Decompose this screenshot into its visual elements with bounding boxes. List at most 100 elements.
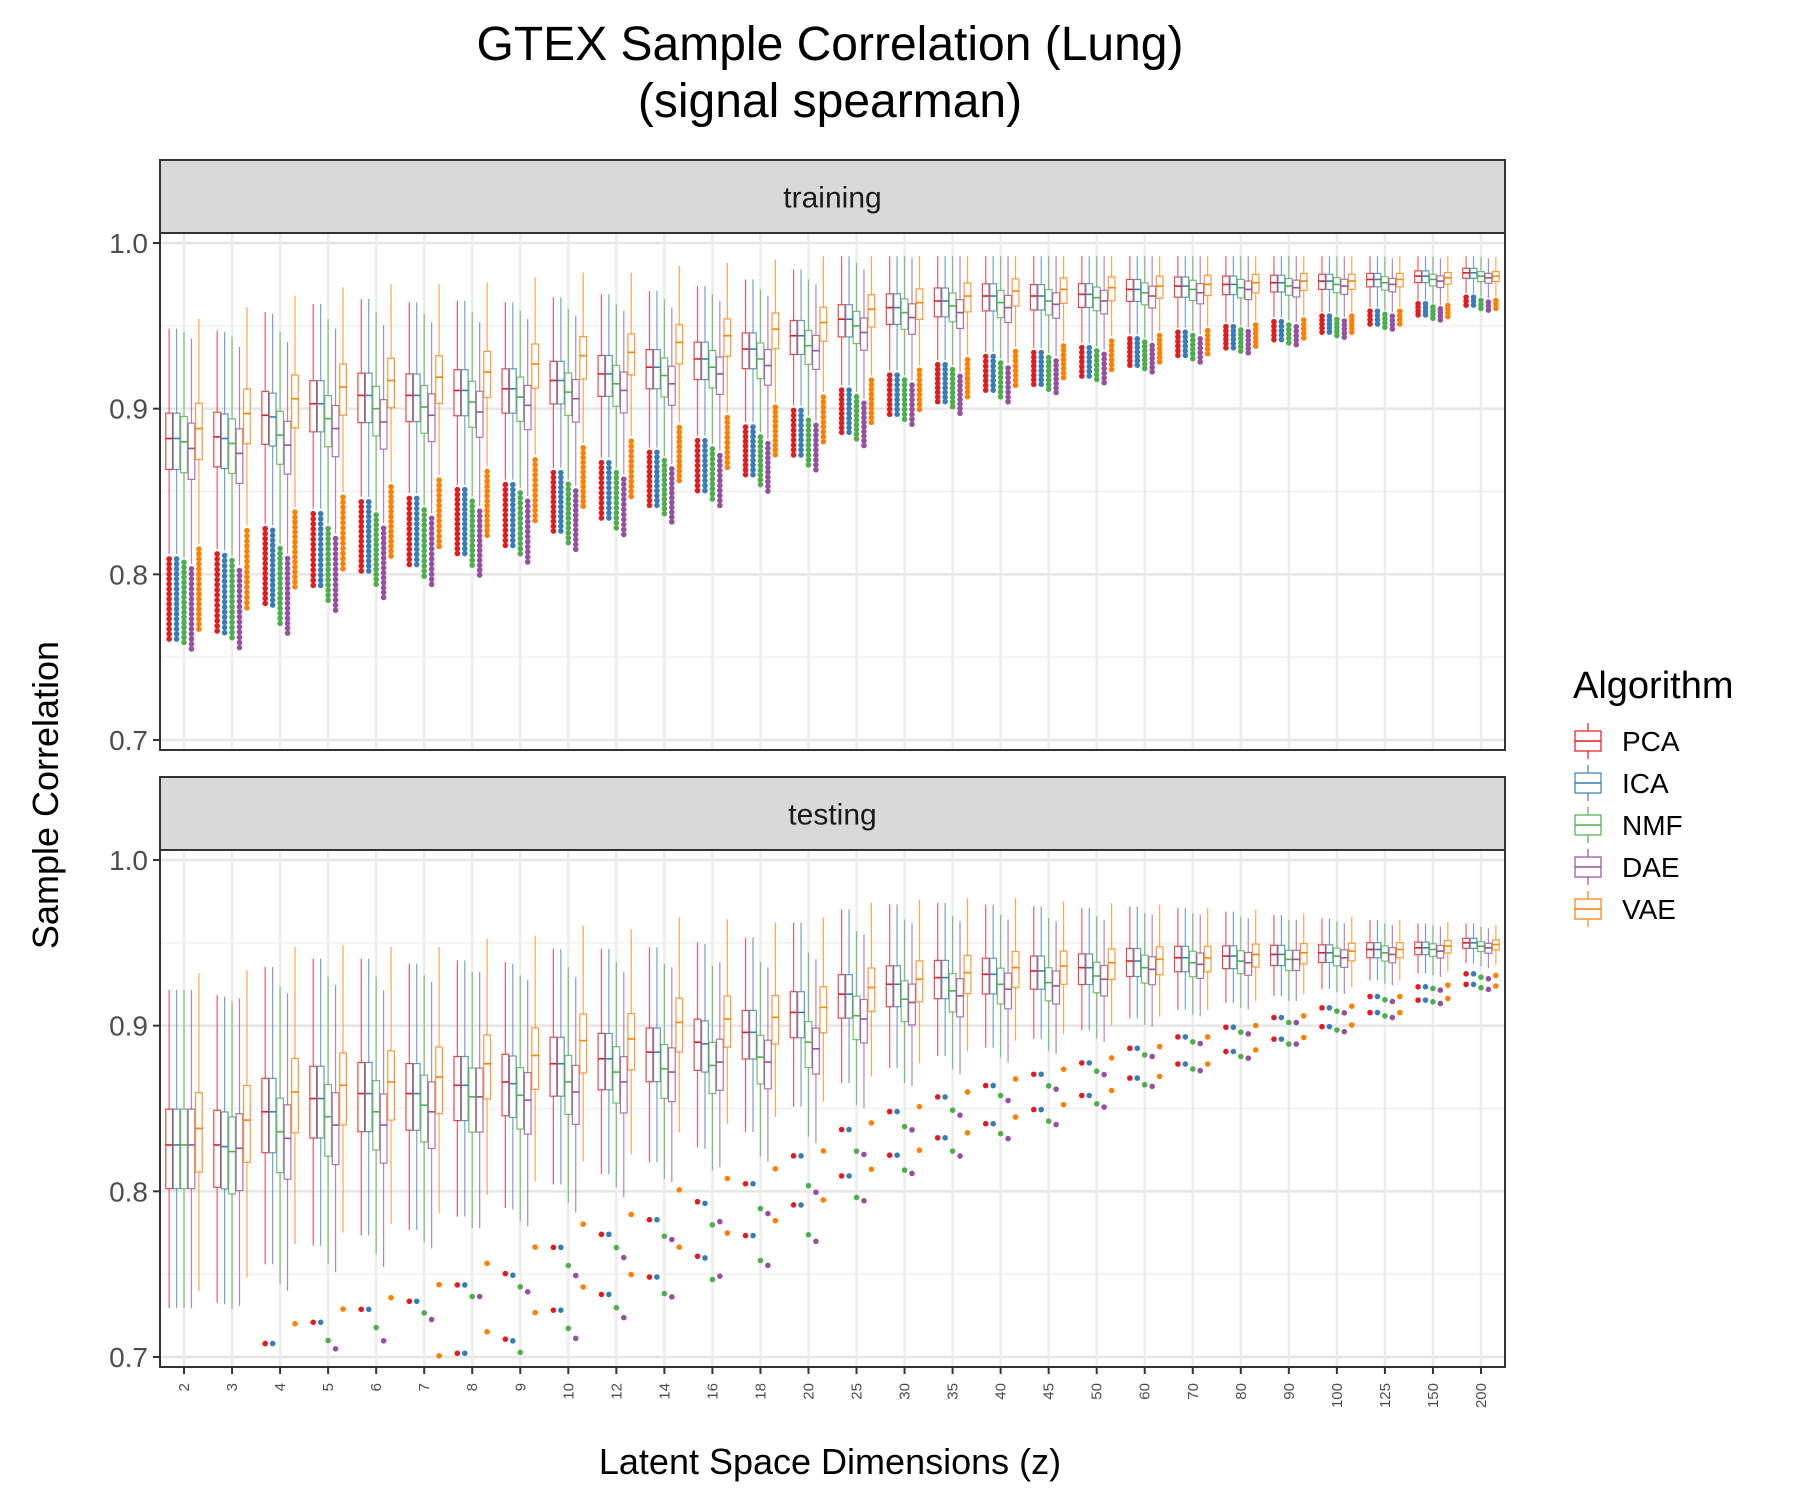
outlier-point (654, 454, 660, 460)
box-body (693, 1018, 702, 1071)
outlier-point (196, 586, 202, 592)
outlier-point (1101, 1071, 1107, 1078)
outlier-point (332, 546, 339, 552)
outlier-point (284, 585, 291, 592)
box-nmf-10 (564, 309, 573, 546)
box-vae-8 (483, 282, 492, 539)
box-body (372, 385, 381, 437)
outlier-point (292, 524, 298, 530)
outlier-point (990, 1120, 996, 1127)
outlier-point (1005, 394, 1011, 400)
outlier-point (669, 504, 675, 511)
outlier-point (166, 601, 172, 607)
box-pca-125 (1366, 256, 1374, 327)
outlier-point (724, 429, 731, 436)
outlier-point (214, 628, 220, 634)
outlier-point (502, 486, 509, 493)
box-dae-5 (331, 328, 340, 614)
outlier-point (598, 474, 605, 481)
outlier-point (1060, 356, 1067, 363)
outlier-point (196, 581, 202, 587)
outlier-point (1204, 1034, 1211, 1040)
outlier-point (709, 471, 716, 477)
box-body (556, 1036, 565, 1097)
outlier-point (292, 534, 298, 540)
box-body (908, 303, 916, 335)
outlier-point (421, 512, 427, 518)
outlier-point (646, 459, 653, 465)
outlier-point (1127, 340, 1133, 347)
box-body (749, 332, 757, 370)
outlier-point (373, 551, 379, 558)
outlier-point (380, 565, 387, 571)
outlier-point (532, 1309, 538, 1316)
outlier-point (805, 457, 812, 463)
outlier-point (421, 532, 427, 539)
box-vae-35 (963, 897, 972, 1136)
outlier-point (580, 488, 586, 495)
outlier-point (997, 379, 1004, 386)
outlier-point (166, 561, 172, 567)
outlier-point (469, 527, 476, 534)
box-body (324, 1083, 333, 1157)
box-vae-40 (1011, 256, 1020, 389)
outlier-point (1382, 997, 1388, 1003)
outlier-point (229, 588, 235, 595)
outlier-point (997, 384, 1004, 390)
outlier-point (373, 536, 379, 543)
outlier-point (1134, 353, 1141, 360)
outlier-point (484, 512, 490, 519)
box-body (933, 959, 942, 1000)
outlier-point (724, 414, 731, 421)
box-body (708, 1041, 717, 1095)
box-body (387, 357, 396, 409)
outlier-point (949, 376, 956, 382)
outlier-point (565, 510, 572, 517)
outlier-point (676, 468, 683, 474)
box-body (172, 412, 181, 471)
outlier-point (244, 599, 250, 606)
outlier-point (524, 533, 531, 540)
outlier-point (724, 419, 731, 426)
box-body (453, 369, 462, 417)
outlier-point (1348, 317, 1355, 323)
outlier-point (214, 607, 220, 614)
outlier-point (1108, 1087, 1115, 1094)
outlier-point (790, 437, 797, 443)
outlier-point (1293, 328, 1300, 334)
outlier-point (454, 1282, 461, 1288)
outlier-point (1030, 358, 1037, 365)
outlier-point (244, 538, 250, 544)
outlier-point (654, 463, 660, 470)
box-pca-7 (405, 302, 414, 568)
outlier-point (221, 583, 228, 590)
outlier-point (620, 1254, 627, 1261)
outlier-point (606, 1231, 612, 1238)
outlier-point (221, 604, 228, 610)
outlier-point (476, 508, 483, 515)
box-body (652, 349, 661, 390)
outlier-point (1030, 372, 1037, 378)
outlier-point (332, 576, 339, 583)
outlier-point (598, 1231, 605, 1238)
outlier-point (934, 394, 941, 400)
outlier-point (894, 387, 900, 393)
outlier-point (838, 396, 845, 403)
outlier-point (661, 481, 668, 488)
box-ica-60 (1133, 906, 1142, 1081)
outlier-point (1334, 324, 1340, 331)
outlier-point (284, 620, 291, 627)
outlier-point (558, 479, 564, 486)
box-vae-35 (963, 256, 972, 400)
outlier-point (765, 464, 771, 471)
outlier-point (964, 361, 971, 368)
outlier-point (661, 505, 668, 512)
outlier-point (654, 483, 660, 489)
outlier-point (1319, 329, 1325, 335)
box-dae-9 (523, 318, 532, 565)
box-dae-10 (571, 977, 580, 1342)
box-body (1077, 283, 1086, 308)
box-ica-80 (1229, 256, 1238, 351)
outlier-point (1189, 351, 1196, 357)
box-body (941, 287, 950, 318)
